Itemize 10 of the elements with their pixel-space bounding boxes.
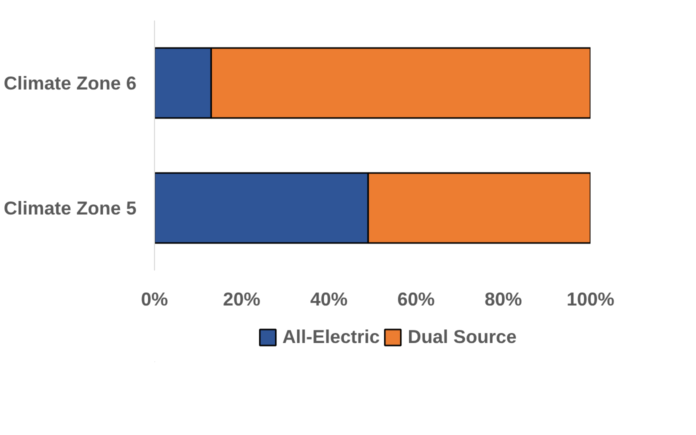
y-tick-label: Climate Zone 6 <box>4 72 137 94</box>
x-tick-label: 80% <box>484 288 522 310</box>
x-tick-label: 20% <box>223 288 261 310</box>
x-tick-label: 0% <box>141 288 168 310</box>
legend-label: Dual Source <box>408 326 517 348</box>
x-tick-label: 100% <box>566 288 615 310</box>
x-tick-label: 40% <box>310 288 348 310</box>
legend-label: All-Electric <box>282 326 380 348</box>
x-tick-label: 60% <box>397 288 436 310</box>
y-tick-label: Climate Zone 5 <box>4 198 137 218</box>
